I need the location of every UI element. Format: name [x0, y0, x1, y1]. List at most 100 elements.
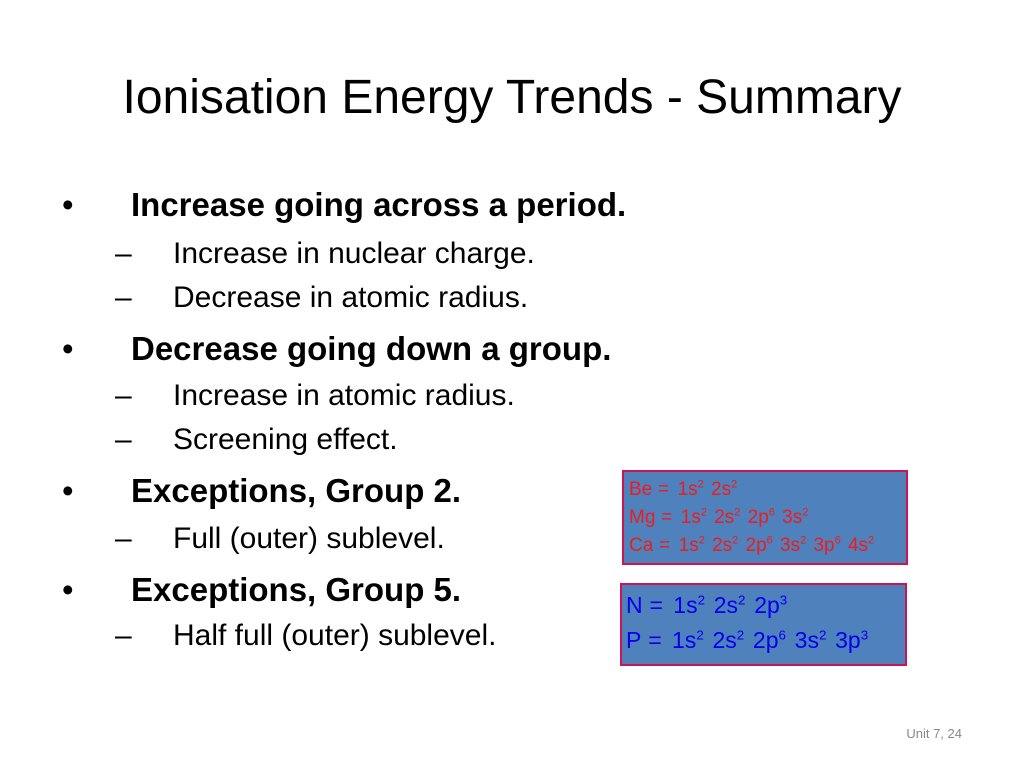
element-symbol: P — [626, 627, 642, 653]
electron-count-superscript: 2 — [738, 592, 746, 608]
orbital-term: 3s2 — [782, 504, 808, 532]
orbital-label: 2s — [712, 627, 737, 653]
equals-sign: = — [648, 627, 662, 653]
electron-count-superscript: 2 — [732, 534, 739, 547]
bullet-text: Exceptions, Group 2. — [131, 472, 462, 509]
orbital-term: 2s2 — [711, 476, 737, 504]
bullet-marker: • — [62, 330, 74, 367]
sub-bullet-item: – Increase in atomic radius. — [0, 378, 1024, 414]
orbital-label: 2p — [745, 535, 767, 556]
config-line-n: N = 1s2 2s2 2p3 — [626, 588, 905, 623]
orbital-label: 2p — [747, 507, 769, 528]
sub-bullet-marker: – — [115, 379, 132, 412]
orbital-term: 1s2 — [673, 588, 705, 623]
electron-count-superscript: 6 — [768, 506, 775, 519]
orbital-term: 3p6 — [813, 532, 840, 560]
sub-bullet-item: – Increase in nuclear charge. — [0, 236, 1024, 272]
orbital-term: 1s2 — [672, 623, 704, 658]
sub-bullet-marker: – — [115, 237, 132, 270]
bullet-marker: • — [62, 186, 74, 223]
orbital-label: 2s — [714, 507, 735, 528]
orbital-label: 2p — [752, 627, 779, 653]
element-symbol: Mg — [629, 507, 656, 528]
equals-sign: = — [661, 507, 673, 528]
orbital-term: 1s2 — [678, 476, 704, 504]
sub-bullet-text: Increase in atomic radius. — [173, 379, 515, 412]
config-line-p: P = 1s2 2s2 2p6 3s2 3p3 — [626, 623, 905, 658]
element-symbol: Ca — [629, 535, 654, 556]
orbital-label: 1s — [680, 507, 701, 528]
electron-count-superscript: 6 — [778, 627, 786, 643]
orbital-term: 2p6 — [748, 504, 775, 532]
sub-bullet-text: Increase in nuclear charge. — [173, 237, 535, 270]
orbital-label: 2p — [754, 592, 780, 618]
electron-count-superscript: 6 — [834, 534, 841, 547]
sub-bullet-marker: – — [115, 423, 132, 456]
orbital-term: 3s2 — [780, 532, 806, 560]
electron-count-superscript: 2 — [696, 627, 704, 643]
equals-sign: = — [658, 535, 671, 556]
group2-electron-config-box: Be = 1s2 2s2 Mg = 1s2 2s2 2p6 3s2 Ca = 1… — [622, 470, 908, 565]
sub-bullet-marker: – — [115, 522, 132, 555]
orbital-label: 2s — [712, 535, 733, 556]
sub-bullet-text: Full (outer) sublevel. — [173, 522, 445, 555]
electron-count-superscript: 2 — [698, 534, 705, 547]
orbital-label: 3p — [835, 627, 861, 653]
bullet-item: • Increase going across a period. — [0, 185, 1024, 225]
bullet-text: Exceptions, Group 5. — [131, 571, 462, 608]
orbital-label: 1s — [672, 627, 697, 653]
sub-bullet-marker: – — [115, 281, 132, 314]
sub-bullet-item: – Screening effect. — [0, 422, 1024, 458]
element-symbol: Be — [629, 479, 653, 500]
orbital-label: 3s — [794, 627, 819, 653]
bullet-item: • Exceptions, Group 5. — [0, 570, 1024, 610]
bullet-text: Increase going across a period. — [131, 186, 627, 223]
orbital-term: 2s2 — [712, 532, 738, 560]
orbital-label: 3s — [780, 535, 801, 556]
orbital-term: 1s2 — [679, 532, 705, 560]
sub-bullet-item: – Full (outer) sublevel. — [0, 521, 1024, 557]
orbital-term: 2p3 — [754, 588, 787, 623]
electron-count-superscript: 2 — [731, 478, 738, 491]
slide-footer: Unit 7, 24 — [906, 726, 962, 741]
electron-count-superscript: 2 — [697, 592, 706, 608]
electron-count-superscript: 2 — [802, 506, 809, 519]
electron-count-superscript: 3 — [779, 592, 788, 608]
electron-count-superscript: 2 — [700, 506, 707, 519]
orbital-term: 4s2 — [848, 532, 874, 560]
orbital-term: 1s2 — [681, 504, 707, 532]
electron-count-superscript: 2 — [697, 478, 704, 491]
orbital-term: 3s2 — [795, 623, 827, 658]
orbital-term: 2p6 — [753, 623, 786, 658]
orbital-term: 2s2 — [714, 588, 746, 623]
electron-count-superscript: 2 — [800, 534, 807, 547]
electron-count-superscript: 2 — [736, 627, 745, 643]
electron-count-superscript: 2 — [818, 627, 827, 643]
orbital-term: 2p6 — [746, 532, 773, 560]
orbital-label: 2s — [713, 592, 739, 618]
bullet-text: Decrease going down a group. — [131, 330, 612, 367]
orbital-label: 1s — [678, 535, 699, 556]
sub-bullet-marker: – — [115, 619, 132, 652]
sub-bullet-text: Screening effect. — [173, 423, 398, 456]
orbital-label: 1s — [677, 479, 698, 500]
orbital-label: 1s — [673, 592, 698, 618]
electron-count-superscript: 6 — [766, 534, 773, 547]
bullet-item: • Exceptions, Group 2. — [0, 471, 1024, 511]
config-line-mg: Mg = 1s2 2s2 2p6 3s2 — [629, 504, 906, 532]
orbital-label: 3s — [782, 507, 803, 528]
electron-count-superscript: 2 — [868, 534, 875, 547]
group5-electron-config-box: N = 1s2 2s2 2p3 P = 1s2 2s2 2p6 3s2 3p3 — [620, 583, 907, 666]
orbital-term: 3p3 — [835, 623, 868, 658]
slide-title: Ionisation Energy Trends - Summary — [122, 71, 902, 124]
orbital-term: 2s2 — [714, 504, 740, 532]
electron-count-superscript: 3 — [860, 627, 869, 643]
config-line-be: Be = 1s2 2s2 — [629, 476, 906, 504]
orbital-label: 2s — [711, 479, 732, 500]
bullet-item: • Decrease going down a group. — [0, 329, 1024, 369]
orbital-label: 3p — [813, 535, 835, 556]
orbital-label: 4s — [847, 535, 869, 556]
electron-count-superscript: 2 — [734, 506, 741, 519]
sub-bullet-text: Decrease in atomic radius. — [173, 281, 529, 314]
